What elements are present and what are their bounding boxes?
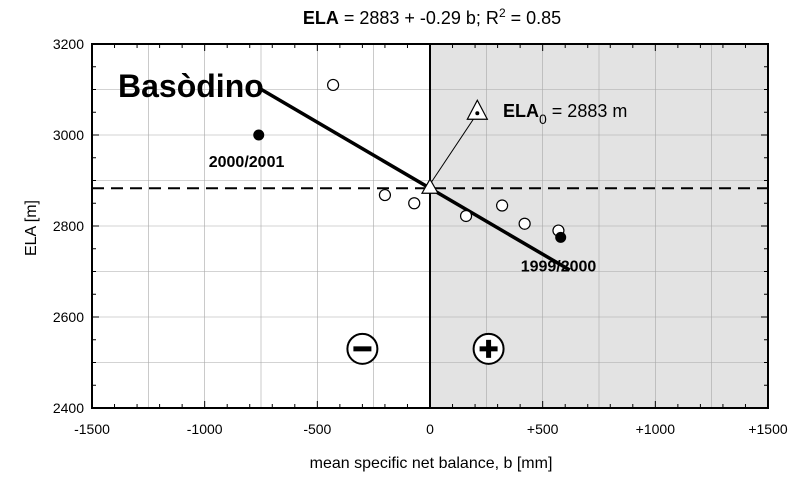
regression-line (260, 87, 571, 272)
ela0-pointer-line (429, 112, 478, 185)
open-data-point (378, 188, 392, 202)
y-tick-label: 2600 (53, 309, 84, 325)
data-points (253, 78, 567, 243)
y-tick-label: 3000 (53, 127, 84, 143)
negative-sign-symbol (346, 332, 379, 365)
ela0-label-dot (475, 111, 480, 116)
y-axis-label: ELA [m] (23, 200, 40, 256)
positive-sign-symbol (472, 332, 505, 365)
open-data-point (327, 78, 340, 92)
x-tick-label: +500 (527, 421, 559, 437)
ela0-triangle (420, 178, 440, 194)
x-tick-label: -1500 (74, 421, 110, 437)
y-tick-label: 3200 (53, 36, 84, 52)
y-tick-label: 2400 (53, 400, 84, 416)
ela0-label: ELA0 = 2883 m (503, 101, 627, 127)
open-data-point (518, 217, 531, 230)
ela0-triangle-marker (420, 98, 489, 194)
point-label: 2000/2001 (209, 154, 285, 171)
ela0-label-sub: 0 (539, 111, 547, 127)
highlighted-data-point (555, 231, 567, 243)
title-prefix: = 2883 + -0.29 b; R (339, 8, 499, 28)
x-tick-label: +1500 (748, 421, 788, 437)
tick-labels: -1500 -1000 -500 0 +500 +1000 +1500 2400 2600 280… (53, 36, 788, 437)
open-data-point (496, 199, 509, 212)
title-suffix: = 0.85 (506, 8, 562, 28)
point-labels: 2000/2001 1999/2000 (209, 154, 597, 275)
x-tick-label: -500 (303, 421, 331, 437)
ela0-label-main: ELA (503, 101, 539, 121)
plot-frame (91, 43, 769, 409)
chart-title: ELA = 2883 + -0.29 b; R2 = 0.85 (303, 6, 561, 28)
x-tick-label: -1000 (187, 421, 223, 437)
x-axis-label: mean specific net balance, b [mm] (310, 455, 553, 472)
open-data-point (408, 197, 421, 210)
x-tick-label: 0 (426, 421, 434, 437)
ela0-label-triangle (466, 98, 489, 120)
glacier-name: Basòdino (118, 68, 264, 104)
y-tick-label: 2800 (53, 218, 84, 234)
open-data-point (459, 209, 473, 223)
x-tick-label: +1000 (636, 421, 676, 437)
title-bold: ELA (303, 8, 339, 28)
ela0-label-rest: = 2883 m (547, 101, 628, 121)
point-label: 1999/2000 (521, 258, 597, 275)
title-sup: 2 (499, 6, 506, 20)
highlighted-data-point (253, 129, 265, 141)
